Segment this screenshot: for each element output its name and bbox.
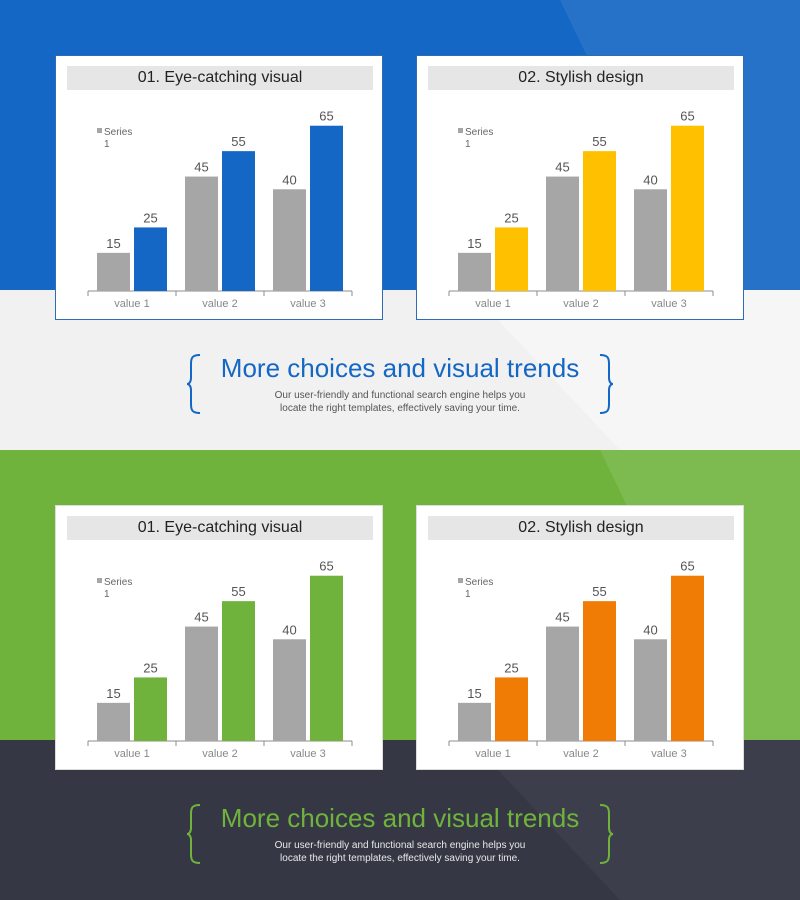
subtext-line: locate the right templates, effectively … [280, 853, 520, 864]
data-label: 55 [592, 134, 606, 149]
bar [134, 227, 167, 291]
legend-label: 1 [465, 589, 471, 600]
bar [634, 189, 667, 291]
data-label: 65 [680, 109, 694, 124]
bar [546, 176, 579, 291]
bar [495, 227, 528, 291]
bar [495, 677, 528, 741]
data-label: 40 [643, 172, 657, 187]
legend-label: 1 [465, 139, 471, 150]
bar [583, 601, 616, 741]
legend-label: Series [465, 127, 493, 138]
headline: More choices and visual trends [220, 353, 580, 383]
bar [185, 176, 218, 291]
subtext: Our user-friendly and functional search … [0, 389, 800, 415]
chart-title: 02. Stylish design [428, 516, 734, 540]
right-brace [599, 804, 614, 864]
chart-title: 02. Stylish design [428, 66, 734, 90]
data-label: 15 [106, 236, 120, 251]
chart-title: 01. Eye-catching visual [67, 516, 373, 540]
chart-card: 02. Stylish design Series 1 15 25 value 1 45 5… [416, 505, 744, 770]
data-label: 55 [231, 134, 245, 149]
data-label: 55 [231, 584, 245, 599]
data-label: 40 [643, 622, 657, 637]
bar [671, 125, 704, 291]
panel-bottom: 01. Eye-catching visual Series 1 15 25 value… [0, 450, 800, 900]
tick-label: value 2 [202, 298, 237, 310]
data-label: 65 [319, 559, 333, 574]
bar [185, 626, 218, 741]
bar [458, 702, 491, 741]
data-label: 25 [504, 660, 518, 675]
data-label: 25 [143, 660, 157, 675]
legend-label: Series [104, 127, 132, 138]
legend-swatch [97, 128, 102, 133]
data-label: 25 [143, 210, 157, 225]
chart-card: 01. Eye-catching visual Series 1 15 25 value… [55, 55, 383, 320]
data-label: 15 [467, 686, 481, 701]
legend-label: 1 [104, 589, 110, 600]
data-label: 45 [194, 160, 208, 175]
tick-label: value 3 [290, 748, 325, 760]
data-label: 45 [555, 610, 569, 625]
tick-label: value 2 [202, 748, 237, 760]
tick-label: value 1 [114, 748, 149, 760]
subtext-line: locate the right templates, effectively … [280, 403, 520, 414]
tick-label: value 1 [475, 298, 510, 310]
bar [273, 189, 306, 291]
headline: More choices and visual trends [220, 803, 580, 833]
legend-label: Series [465, 577, 493, 588]
data-label: 45 [194, 610, 208, 625]
chart-card: 01. Eye-catching visual Series 1 15 25 value… [55, 505, 383, 770]
data-label: 55 [592, 584, 606, 599]
legend-label: Series [104, 577, 132, 588]
bar [310, 125, 343, 291]
bar [134, 677, 167, 741]
left-brace [186, 354, 201, 414]
legend-swatch [97, 578, 102, 583]
data-label: 15 [467, 236, 481, 251]
bar [222, 601, 255, 741]
bar [458, 252, 491, 291]
bar [97, 252, 130, 291]
right-brace [599, 354, 614, 414]
tick-label: value 2 [563, 298, 598, 310]
legend-swatch [458, 128, 463, 133]
chart-title: 01. Eye-catching visual [67, 66, 373, 90]
tick-label: value 3 [290, 298, 325, 310]
subtext-line: Our user-friendly and functional search … [274, 390, 526, 401]
data-label: 40 [282, 622, 296, 637]
tick-label: value 1 [475, 748, 510, 760]
data-label: 40 [282, 172, 296, 187]
bar [634, 639, 667, 741]
subtext-line: Our user-friendly and functional search … [274, 840, 526, 851]
legend-swatch [458, 578, 463, 583]
bar [310, 575, 343, 741]
bar [273, 639, 306, 741]
bar [583, 151, 616, 291]
tick-label: value 1 [114, 298, 149, 310]
bar [546, 626, 579, 741]
chart-card: 02. Stylish design Series 1 15 25 value 1 45 5… [416, 55, 744, 320]
tick-label: value 2 [563, 748, 598, 760]
panel-top: 01. Eye-catching visual Series 1 15 25 value… [0, 0, 800, 450]
data-label: 25 [504, 210, 518, 225]
bar [97, 702, 130, 741]
data-label: 65 [680, 559, 694, 574]
left-brace [186, 804, 201, 864]
data-label: 45 [555, 160, 569, 175]
bar [671, 575, 704, 741]
legend-label: 1 [104, 139, 110, 150]
tick-label: value 3 [651, 298, 686, 310]
subtext: Our user-friendly and functional search … [0, 839, 800, 865]
bar [222, 151, 255, 291]
tick-label: value 3 [651, 748, 686, 760]
data-label: 15 [106, 686, 120, 701]
data-label: 65 [319, 109, 333, 124]
